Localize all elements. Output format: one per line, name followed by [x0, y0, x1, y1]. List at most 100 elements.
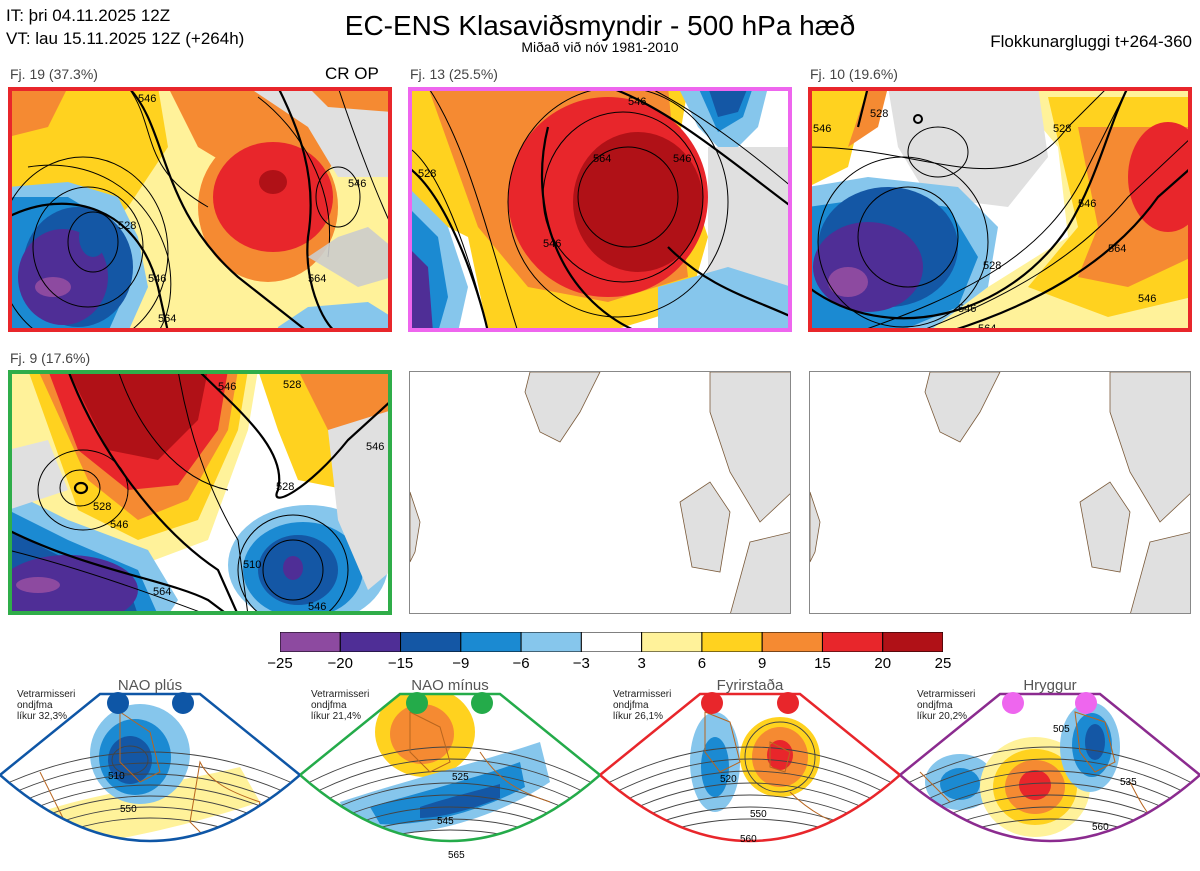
contour-label: 528 [276, 481, 294, 493]
contour-label: 560 [1092, 822, 1109, 833]
contour-label: 546 [813, 123, 831, 135]
cluster-map-4-border [8, 370, 392, 615]
control-operational-tag: CR OP [325, 64, 379, 83]
regime-name: Hryggur [1023, 677, 1077, 694]
regime-dot-icon [406, 692, 428, 714]
regime-nao-plus: 510 550 Vetrarmisseri ondjfma líkur 32,3% … [0, 672, 300, 871]
colorbar-tick-label: −25 [267, 655, 293, 672]
regime-nao-minus: 525 545 565 Vetrarmisseri ondjfma líkur 21… [300, 672, 600, 871]
contour-label: 546 [543, 238, 561, 250]
colorbar-ticks: −25 −20 −15 −9 −6 −3 3 6 9 15 20 25 [267, 655, 951, 675]
contour-label: 564 [593, 153, 611, 165]
contour-label: 546 [628, 96, 646, 108]
contour-label: 528 [418, 168, 436, 180]
colorbar-tick-label: −15 [387, 655, 414, 672]
valid-time: VT: lau 15.11.2025 12Z (+264h) [6, 29, 245, 48]
regime-probability: líkur 21,4% [311, 711, 362, 722]
colorbar-tick-label: 20 [874, 655, 892, 672]
contour-label: 510 [243, 559, 261, 571]
cluster-map-4[interactable]: 546 528 528 546 528 546 510 564 546 [8, 370, 392, 615]
regime-dot-icon [1075, 692, 1097, 714]
contour-label: 505 [1053, 724, 1070, 735]
regime-months: ondjfma [311, 700, 347, 711]
contour-label: 546 [1138, 293, 1156, 305]
contour-label: 546 [138, 93, 156, 105]
regime-season: Vetrarmisseri [311, 689, 370, 700]
colorbar-tick-label: −6 [512, 655, 530, 672]
cluster-map-2[interactable]: 528 564 546 546 546 [408, 87, 792, 332]
contour-label: 565 [448, 850, 465, 861]
contour-label: 546 [673, 153, 691, 165]
initial-time: IT: þri 04.11.2025 12Z [6, 6, 171, 25]
cluster-map-3[interactable]: 528 528 546 528 546 564 546 564 546 [808, 87, 1192, 332]
regime-blocking: 520 550 560 Vetrarmisseri ondjfma líkur 26… [600, 672, 900, 871]
regime-name: NAO plús [117, 677, 183, 694]
contour-label: 546 [958, 303, 976, 315]
regime-months: ondjfma [613, 700, 649, 711]
colorbar-swatch [641, 631, 703, 653]
colorbar-swatch [400, 631, 462, 653]
regime-dot-icon [777, 692, 799, 714]
colorbar-swatch [761, 631, 823, 653]
sector-outline [900, 692, 1200, 843]
contour-label: 564 [1108, 243, 1126, 255]
regime-season: Vetrarmisseri [917, 689, 976, 700]
contour-label: 546 [218, 381, 236, 393]
cluster-map-1[interactable]: 528 546 564 546 546 564 [8, 87, 392, 332]
contour-label: 546 [366, 441, 384, 453]
contour-label: 546 [110, 519, 128, 531]
regime-name: NAO mínus [411, 677, 489, 694]
contour-label: 528 [870, 108, 888, 120]
contour-label: 545 [437, 816, 454, 827]
cluster-map-2-border [408, 87, 792, 332]
regime-months: ondjfma [917, 700, 953, 711]
contour-label: 546 [348, 178, 366, 190]
classification-window: Flokkunargluggi t+264-360 [990, 32, 1192, 51]
sector-outline [0, 692, 300, 843]
colorbar [279, 631, 944, 653]
regime-ridge: 505 535 560 Vetrarmisseri ondjfma líkur 20… [900, 672, 1200, 871]
colorbar-swatch [460, 631, 522, 653]
colorbar-swatch [821, 631, 884, 653]
regime-months: ondjfma [17, 700, 53, 711]
contour-label: 528 [983, 260, 1001, 272]
regime-season: Vetrarmisseri [613, 689, 672, 700]
regime-dot-icon [1002, 692, 1024, 714]
cluster-label-4: Fj. 9 (17.6%) [10, 350, 91, 366]
regime-dot-icon [172, 692, 194, 714]
regime-name: Fyrirstaða [716, 677, 784, 694]
regime-dot-icon [701, 692, 723, 714]
colorbar-tick-label: 9 [758, 655, 767, 672]
sector-outline [600, 692, 900, 843]
colorbar-swatch [701, 631, 763, 653]
contour-label: 528 [118, 220, 136, 232]
colorbar-swatch [279, 631, 341, 653]
colorbar-tick-label: 15 [814, 655, 831, 672]
contour-label: 550 [750, 809, 767, 820]
empty-map-6 [809, 371, 1191, 614]
colorbar-swatch [882, 631, 944, 653]
regime-dot-icon [107, 692, 129, 714]
contour-label: 520 [720, 774, 737, 785]
empty-map-5 [409, 371, 791, 614]
contour-label: 528 [1053, 123, 1071, 135]
regime-season: Vetrarmisseri [17, 689, 76, 700]
contour-label: 510 [108, 771, 125, 782]
contour-label: 535 [1120, 777, 1137, 788]
contour-label: 546 [148, 273, 166, 285]
colorbar-tick-label: −9 [452, 655, 470, 672]
contour-label: 550 [120, 804, 137, 815]
sector-outline [300, 692, 600, 843]
regime-dot-icon [471, 692, 493, 714]
colorbar-tick-label: 6 [697, 655, 707, 672]
contour-label: 564 [308, 273, 326, 285]
page-title: EC-ENS Klasaviðsmyndir - 500 hPa hæð [344, 10, 856, 41]
regime-probability: líkur 20,2% [917, 711, 968, 722]
climatology-subtitle: Miðað við nóv 1981-2010 [521, 39, 679, 55]
colorbar-tick-label: −20 [327, 655, 353, 672]
contour-label: 546 [308, 601, 326, 613]
regime-row: 510 550 Vetrarmisseri ondjfma líkur 32,3% … [0, 672, 1200, 871]
regime-probability: líkur 32,3% [17, 711, 68, 722]
cluster-label-3: Fj. 10 (19.6%) [810, 66, 898, 82]
colorbar-tick-label: 25 [934, 655, 952, 672]
